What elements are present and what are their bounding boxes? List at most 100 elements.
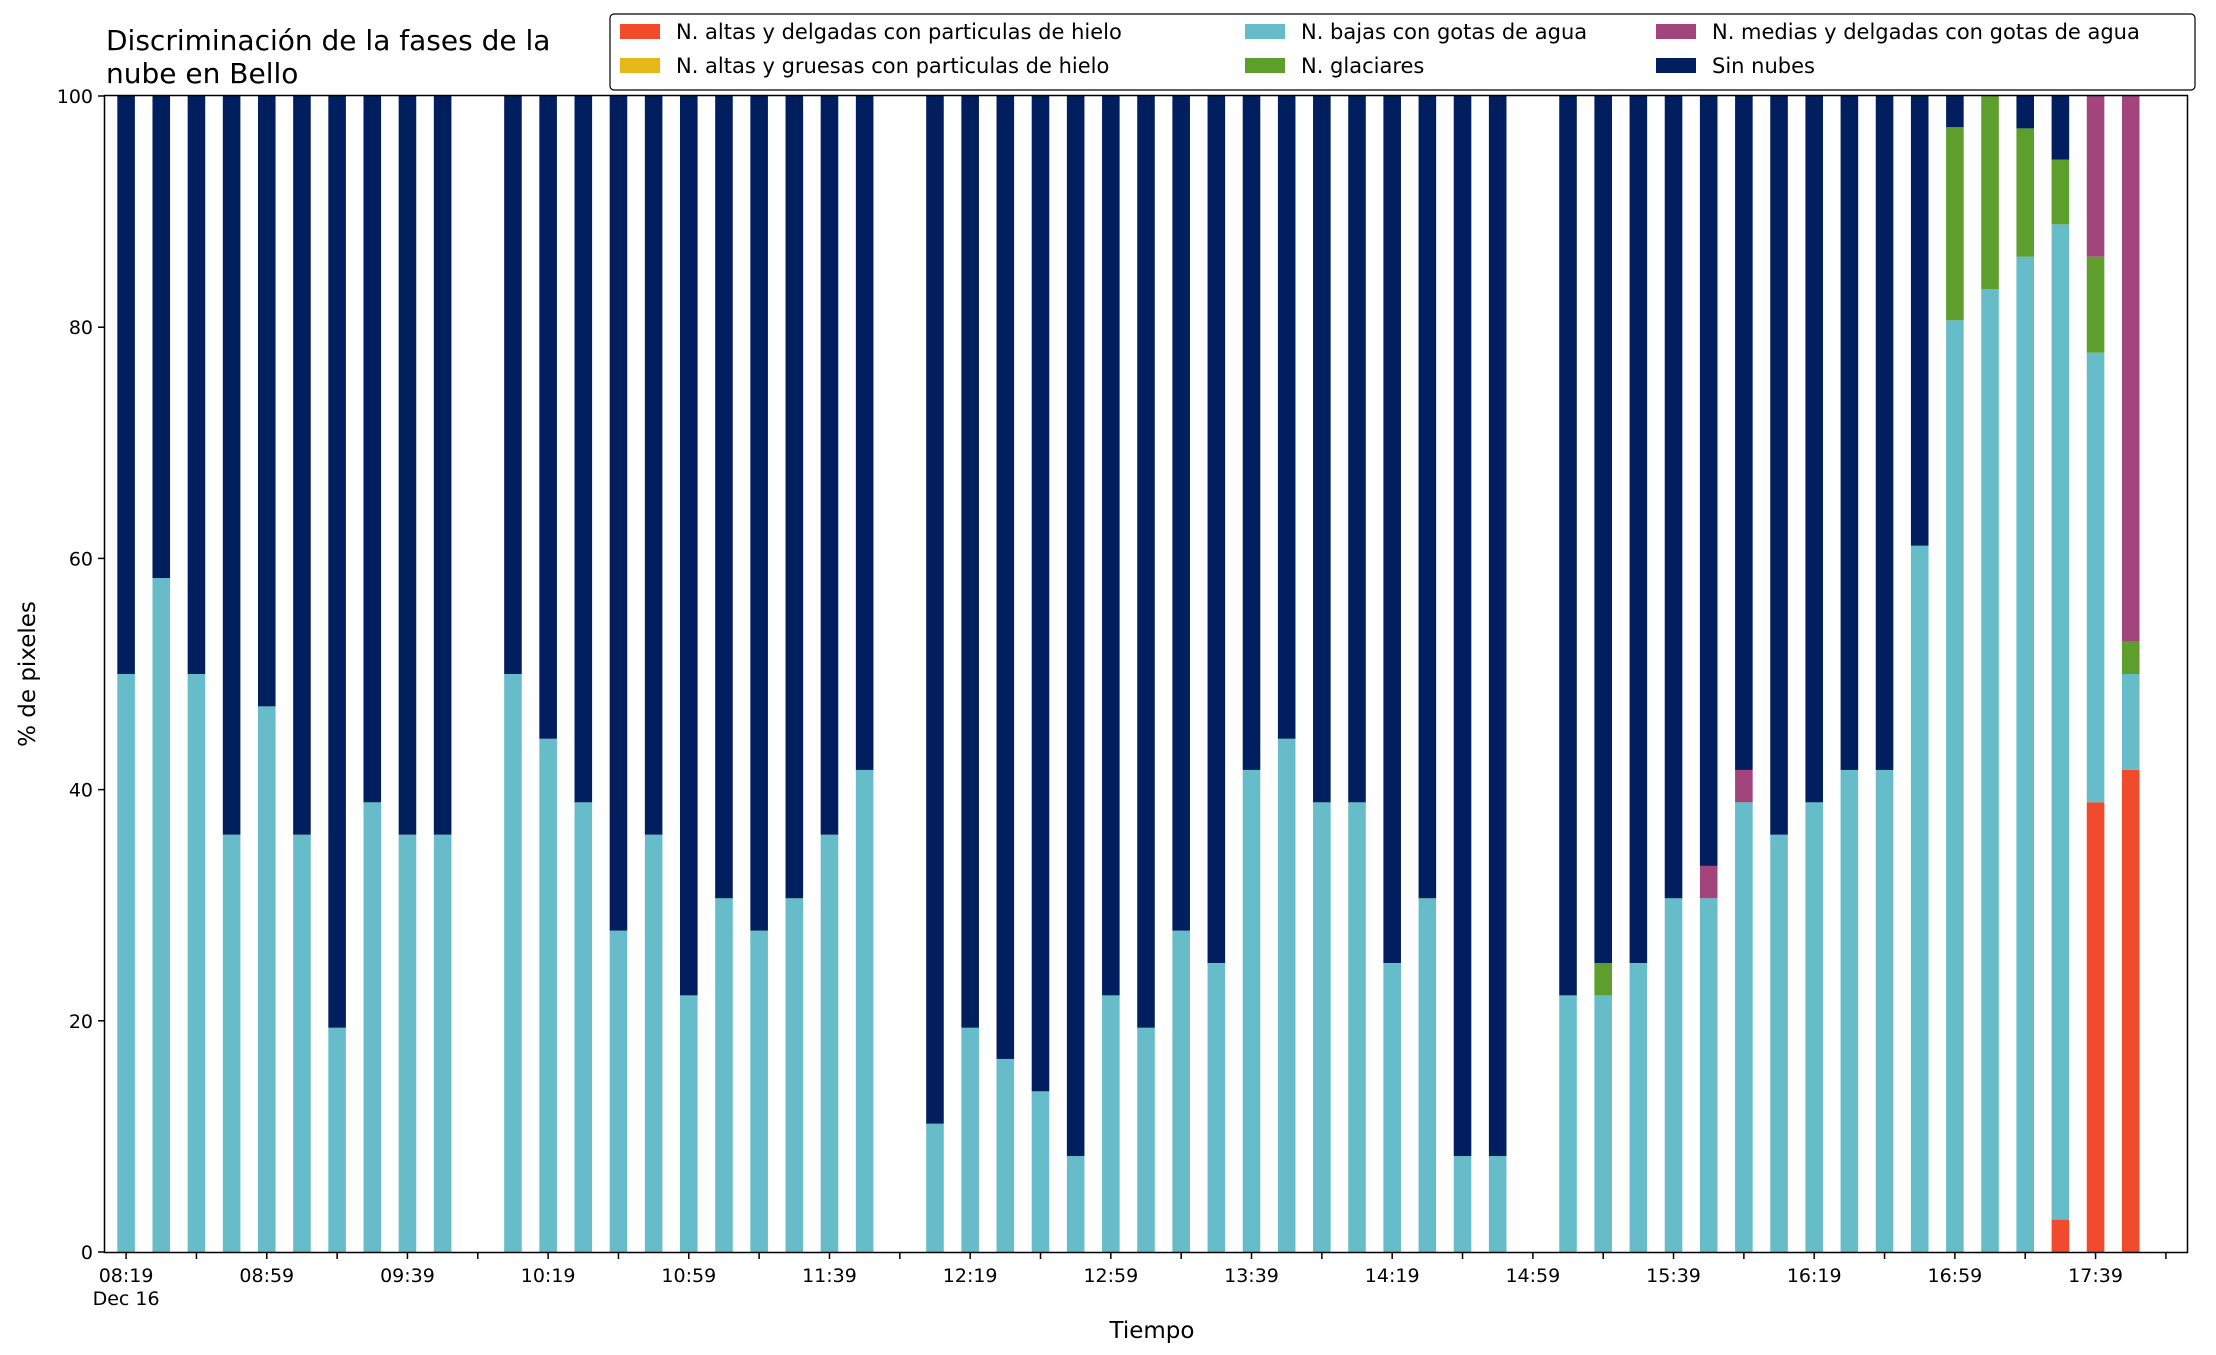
bar-segment <box>257 706 276 1252</box>
y-tick-label: 80 <box>69 317 93 339</box>
bar-segment <box>2086 96 2105 257</box>
bar-segment <box>785 96 804 899</box>
bar-segment <box>2016 256 2035 1252</box>
bar-segment <box>1910 545 1929 1252</box>
bar-segment <box>1770 834 1788 1252</box>
x-tick-label: 14:59 <box>1505 1265 1560 1287</box>
bar-segment <box>926 96 944 1124</box>
bar-segment <box>2016 128 2035 257</box>
bar-segment <box>609 96 628 931</box>
legend-swatch <box>620 24 660 39</box>
bars <box>117 96 2140 1252</box>
bar-segment <box>2051 1219 2070 1252</box>
bar-segment <box>1488 1156 1507 1252</box>
plot-frame <box>103 94 2189 1254</box>
bar-segment <box>2121 96 2140 642</box>
x-tick-sublabel: Dec 16 <box>93 1288 160 1310</box>
bar-segment <box>996 96 1015 1059</box>
bar-segment <box>1735 769 1753 803</box>
legend-label: N. altas y delgadas con particulas de hi… <box>676 20 1122 44</box>
y-tick-label: 0 <box>81 1242 93 1264</box>
bar-segment <box>1207 963 1226 1252</box>
bar-segment <box>1910 96 1929 546</box>
bar-segment <box>1488 96 1507 1157</box>
bar-segment <box>187 674 206 1252</box>
bar-segment <box>117 674 135 1252</box>
legend-label: N. glaciares <box>1301 54 1424 78</box>
bar-segment <box>715 898 733 1252</box>
bar-segment <box>1664 898 1683 1252</box>
x-axis-label: Tiempo <box>1109 1318 1195 1344</box>
bar-segment <box>1805 802 1823 1252</box>
bar-segment <box>2051 159 2070 225</box>
bar-segment <box>680 995 698 1252</box>
bar-segment <box>1242 96 1261 770</box>
bar-segment <box>1172 930 1190 1252</box>
bar-segment <box>1664 96 1683 899</box>
legend: N. altas y delgadas con particulas de hi… <box>609 13 2196 91</box>
bar-segment <box>2121 769 2140 1252</box>
bar-segment <box>1207 96 1226 963</box>
bar-segment <box>1453 96 1472 1157</box>
bar-segment <box>1699 96 1718 866</box>
bar-segment <box>117 96 135 674</box>
legend-label: N. medias y delgadas con gotas de agua <box>1712 20 2140 44</box>
bar-segment <box>1559 995 1577 1252</box>
bar-segment <box>1383 96 1401 963</box>
bar-segment <box>1313 802 1331 1252</box>
bar-segment <box>1559 96 1577 996</box>
bar-segment <box>1699 898 1718 1252</box>
bar-segment <box>574 96 593 803</box>
legend-label: Sin nubes <box>1712 54 1815 78</box>
x-tick-label: 08:59 <box>239 1265 294 1287</box>
bar-segment <box>1840 769 1859 1252</box>
bar-segment <box>1946 127 1964 321</box>
bar-segment <box>1137 96 1155 1028</box>
legend-label: N. altas y gruesas con particulas de hie… <box>676 54 1109 78</box>
bar-segment <box>2016 96 2035 129</box>
bar-segment <box>2121 641 2140 674</box>
bar-segment <box>926 1123 944 1252</box>
bar-segment <box>1981 96 1999 290</box>
bar-segment <box>504 674 522 1252</box>
bar-segment <box>433 96 452 835</box>
bar-segment <box>222 834 241 1252</box>
plot-area <box>103 94 2189 1254</box>
bar-segment <box>750 930 768 1252</box>
bar-segment <box>855 769 874 1252</box>
bar-segment <box>1629 963 1648 1252</box>
x-tick-label: 09:39 <box>380 1265 435 1287</box>
bar-segment <box>222 96 241 835</box>
legend-frame <box>609 13 2196 91</box>
bar-segment <box>1735 96 1753 770</box>
bar-segment <box>187 96 206 674</box>
bar-segment <box>2086 802 2105 1252</box>
bar-segment <box>1172 96 1190 931</box>
bar-segment <box>1735 802 1753 1252</box>
bar-segment <box>574 802 593 1252</box>
x-tick-label: 10:59 <box>661 1265 716 1287</box>
bar-segment <box>961 96 979 1028</box>
legend-swatch <box>620 58 660 73</box>
x-tick-label: 12:19 <box>943 1265 998 1287</box>
bar-segment <box>1242 769 1261 1252</box>
bar-segment <box>363 96 382 803</box>
legend-swatch <box>1245 24 1285 39</box>
bar-segment <box>1946 96 1964 128</box>
bar-segment <box>1277 96 1296 739</box>
bar-segment <box>1594 96 1612 963</box>
bar-segment <box>2121 674 2140 770</box>
bar-segment <box>433 834 452 1252</box>
bar-segment <box>715 96 733 899</box>
x-tick-label: 11:39 <box>802 1265 857 1287</box>
bar-segment <box>750 96 768 931</box>
y-tick-label: 20 <box>69 1011 93 1033</box>
bar-segment <box>363 802 382 1252</box>
x-tick-label: 17:39 <box>2068 1265 2123 1287</box>
bar-segment <box>539 738 557 1252</box>
y-tick-label: 60 <box>69 548 93 570</box>
y-axis-label: % de pixeles <box>15 601 41 747</box>
bar-segment <box>820 96 839 835</box>
bar-segment <box>1875 769 1894 1252</box>
